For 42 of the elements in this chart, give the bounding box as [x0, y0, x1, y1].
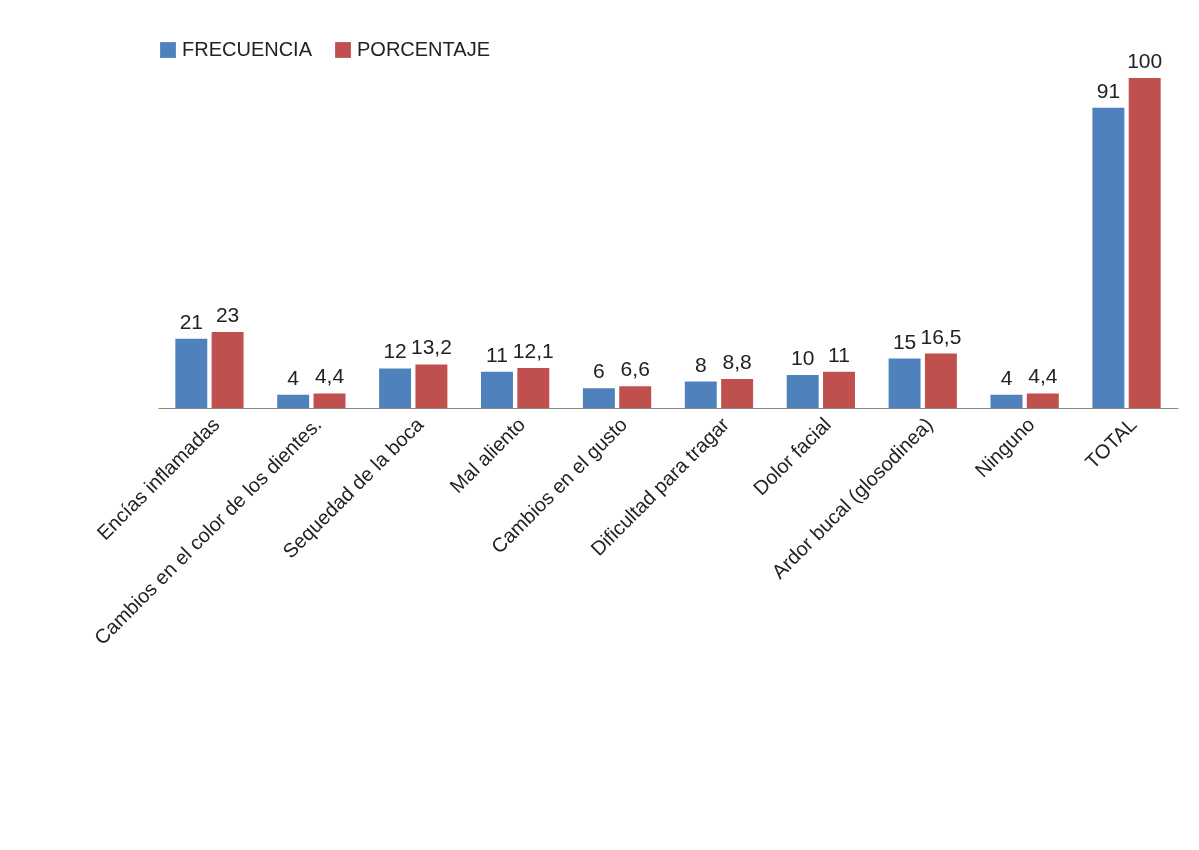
legend-label: FRECUENCIA — [182, 38, 313, 60]
data-label: 91 — [1096, 78, 1121, 102]
bar — [924, 353, 957, 408]
data-label: 10 — [791, 346, 815, 369]
bar — [786, 375, 819, 408]
legend-label: PORCENTAJE — [357, 38, 490, 60]
bar — [481, 371, 513, 408]
data-label: 15 — [892, 329, 917, 353]
data-label: 13,2 — [410, 335, 452, 359]
data-label: 4 — [287, 365, 300, 389]
bar — [582, 388, 615, 408]
data-label: 4,4 — [314, 364, 345, 388]
data-label: 100 — [1127, 49, 1163, 72]
bar — [415, 364, 448, 408]
bar — [211, 332, 244, 408]
data-label: 21 — [179, 309, 203, 333]
bar — [1128, 78, 1161, 408]
data-label: 8,8 — [722, 349, 752, 373]
bar — [517, 368, 550, 408]
bar — [888, 358, 921, 408]
bar — [990, 394, 1023, 408]
data-label: 11 — [828, 342, 850, 366]
data-label: 4,4 — [1028, 364, 1058, 388]
data-label: 12,1 — [512, 339, 554, 363]
bar — [1092, 107, 1125, 408]
data-label: 6,6 — [620, 357, 650, 381]
bar — [379, 368, 412, 408]
data-label: 16,5 — [920, 324, 962, 348]
bar — [721, 378, 754, 408]
bar — [313, 393, 346, 408]
bar — [823, 371, 855, 408]
bar — [684, 381, 717, 408]
data-label: 4 — [1000, 365, 1013, 389]
bar — [1026, 393, 1059, 408]
bar — [277, 394, 310, 408]
data-label: 6 — [593, 359, 605, 383]
bar — [175, 338, 208, 408]
data-label: 11 — [486, 342, 508, 366]
bar — [619, 386, 652, 408]
data-label: 8 — [694, 352, 707, 376]
data-label: 12 — [383, 339, 407, 363]
data-label: 23 — [215, 303, 240, 327]
